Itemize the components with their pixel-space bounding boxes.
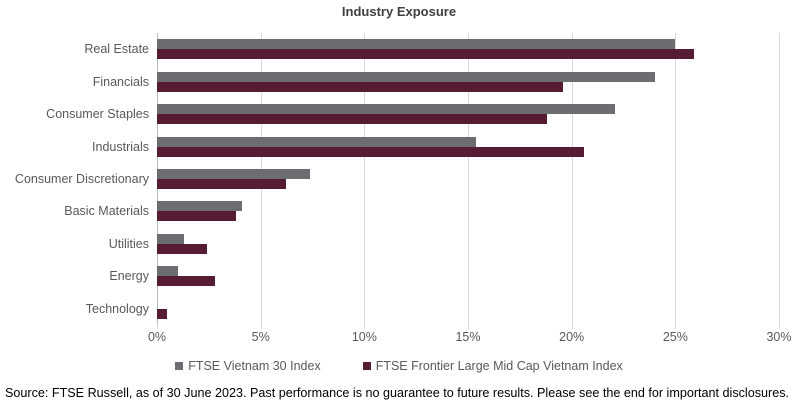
bar-group-real-estate <box>157 33 779 65</box>
bar-series2-technology <box>157 308 168 319</box>
bar-series2-industrials <box>157 146 585 157</box>
bar-group-consumer-staples <box>157 98 779 130</box>
x-tick-label-0: 0% <box>147 330 167 344</box>
category-label-consumer-staples: Consumer Staples <box>46 107 149 122</box>
bar-series2-consumer-discretionary <box>157 178 286 189</box>
bar-group-industrials <box>157 130 779 162</box>
bar-series1-real-estate <box>157 39 676 50</box>
category-label-basic-materials: Basic Materials <box>64 204 149 219</box>
bar-group-financials <box>157 65 779 97</box>
tick-mark-25 <box>675 325 677 329</box>
bar-series1-industrials <box>157 136 477 147</box>
bar-group-energy <box>157 260 779 292</box>
bar-group-consumer-discretionary <box>157 163 779 195</box>
category-label-consumer-discretionary: Consumer Discretionary <box>14 171 149 186</box>
plot-area <box>157 33 780 329</box>
bar-series1-financials <box>157 71 655 82</box>
legend-swatch-icon <box>175 362 184 370</box>
category-label-technology: Technology <box>85 301 149 316</box>
bar-group-basic-materials <box>157 195 779 227</box>
tick-mark-10 <box>364 325 366 329</box>
legend-label: FTSE Frontier Large Mid Cap Vietnam Inde… <box>375 359 623 373</box>
x-tick-label-10: 10% <box>351 330 377 344</box>
gridline-30 <box>779 33 780 325</box>
value-axis-labels: 0% 5% 10% 15% 20% 25% 30% <box>148 330 792 344</box>
bar-series2-utilities <box>157 243 207 254</box>
bar-series2-basic-materials <box>157 211 236 222</box>
legend-swatch-icon <box>362 362 371 370</box>
category-label-utilities: Utilities <box>108 236 149 251</box>
bar-series2-real-estate <box>157 49 694 60</box>
gridline-25 <box>675 33 677 325</box>
chart-title: Industry Exposure <box>341 4 457 19</box>
x-tick-label-25: 25% <box>662 330 688 344</box>
category-label-financials: Financials <box>92 74 149 89</box>
legend-label: FTSE Vietnam 30 Index <box>188 359 321 373</box>
gridline-20 <box>571 33 573 325</box>
category-axis-labels: Real Estate Financials Consumer Staples Ind… <box>0 33 149 325</box>
category-label-real-estate: Real Estate <box>84 42 149 57</box>
tick-mark-30 <box>779 325 780 329</box>
bar-series1-utilities <box>157 233 184 244</box>
x-tick-label-20: 20% <box>559 330 585 344</box>
chart-legend: FTSE Vietnam 30 Index FTSE Frontier Large… <box>0 359 798 373</box>
tick-mark-20 <box>571 325 573 329</box>
bar-series1-consumer-staples <box>157 104 616 115</box>
x-tick-label-15: 15% <box>455 330 481 344</box>
category-label-energy: Energy <box>109 269 149 284</box>
tick-mark-5 <box>260 325 262 329</box>
bar-series1-basic-materials <box>157 201 242 212</box>
bar-series2-financials <box>157 81 564 92</box>
bar-series2-consumer-staples <box>157 114 547 125</box>
bar-series1-consumer-discretionary <box>157 168 311 179</box>
bar-series2-energy <box>157 276 216 287</box>
legend-item-1: FTSE Vietnam 30 Index <box>175 359 321 373</box>
bar-group-technology <box>157 293 779 325</box>
gridline-10 <box>364 33 366 325</box>
category-label-industrials: Industrials <box>92 139 149 154</box>
bar-group-utilities <box>157 228 779 260</box>
tick-mark-0 <box>157 325 158 329</box>
x-tick-label-5: 5% <box>251 330 270 344</box>
x-tick-label-30: 30% <box>766 330 792 344</box>
tick-mark-15 <box>468 325 469 329</box>
gridline-15 <box>468 33 469 325</box>
source-disclosure-text: Source: FTSE Russell, as of 30 June 2023… <box>5 386 790 400</box>
bar-series1-energy <box>157 266 178 277</box>
legend-item-2: FTSE Frontier Large Mid Cap Vietnam Inde… <box>362 359 623 373</box>
